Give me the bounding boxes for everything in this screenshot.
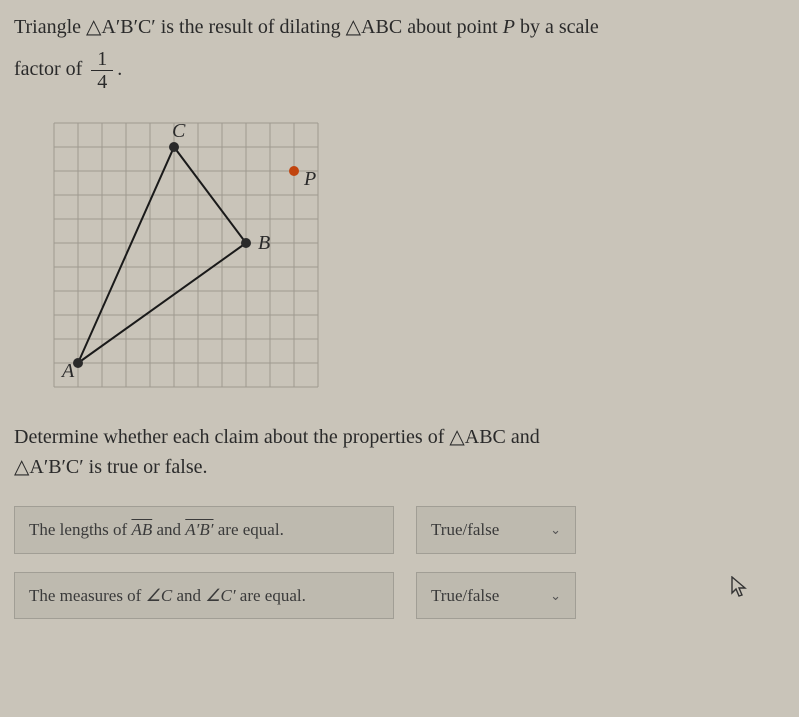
cursor-icon <box>731 576 749 607</box>
text: . <box>117 58 122 80</box>
problem-line-1: Triangle △A′B′C′ is the result of dilati… <box>14 12 785 42</box>
triangle-aprime: △A′B′C′ <box>14 456 84 478</box>
fraction: 14 <box>91 48 113 93</box>
claim-2-text: The measures of ∠C and ∠C′ are equal. <box>14 572 394 620</box>
triangle-diagram: A B C P <box>42 111 330 399</box>
text: by a scale <box>515 16 599 38</box>
svg-text:P: P <box>303 168 316 190</box>
text: The lengths of <box>29 520 131 539</box>
angle-c: ∠C <box>146 586 173 605</box>
triangle-abc: △ABC <box>449 426 506 448</box>
text: is true or false. <box>84 456 208 478</box>
instruction-text: Determine whether each claim about the p… <box>14 422 785 482</box>
triangle-aprime: △A′B′C′ <box>86 16 156 38</box>
fraction-denominator: 4 <box>91 71 113 93</box>
claim-2-select[interactable]: True/false ⌄ <box>416 572 576 620</box>
select-label: True/false <box>431 517 499 543</box>
text: are equal. <box>214 520 284 539</box>
claim-row-2: The measures of ∠C and ∠C′ are equal. Tr… <box>14 572 785 620</box>
point-p: P <box>503 16 515 38</box>
claim-1-text: The lengths of AB and A′B′ are equal. <box>14 506 394 554</box>
text: and <box>172 586 205 605</box>
text: about point <box>402 16 503 38</box>
select-label: True/false <box>431 583 499 609</box>
svg-text:B: B <box>258 232 270 254</box>
fraction-numerator: 1 <box>91 48 113 71</box>
diagram: A B C P <box>42 111 785 408</box>
problem-line-2: factor of 14. <box>14 48 785 93</box>
angle-cprime: ∠C′ <box>205 586 235 605</box>
text: Triangle <box>14 16 86 38</box>
text: is the result of dilating <box>156 16 346 38</box>
svg-text:A: A <box>60 360 75 382</box>
chevron-down-icon: ⌄ <box>550 586 561 606</box>
text: are equal. <box>236 586 306 605</box>
claim-row-1: The lengths of AB and A′B′ are equal. Tr… <box>14 506 785 554</box>
triangle-abc: △ABC <box>346 16 403 38</box>
text: The measures of <box>29 586 146 605</box>
text: Determine whether each claim about the p… <box>14 426 449 448</box>
segment-aprime-bprime: A′B′ <box>185 520 213 539</box>
segment-ab: AB <box>131 520 152 539</box>
svg-text:C: C <box>172 120 186 142</box>
chevron-down-icon: ⌄ <box>550 520 561 540</box>
claim-1-select[interactable]: True/false ⌄ <box>416 506 576 554</box>
text: factor of <box>14 58 87 80</box>
text: and <box>506 426 540 448</box>
text: and <box>152 520 185 539</box>
